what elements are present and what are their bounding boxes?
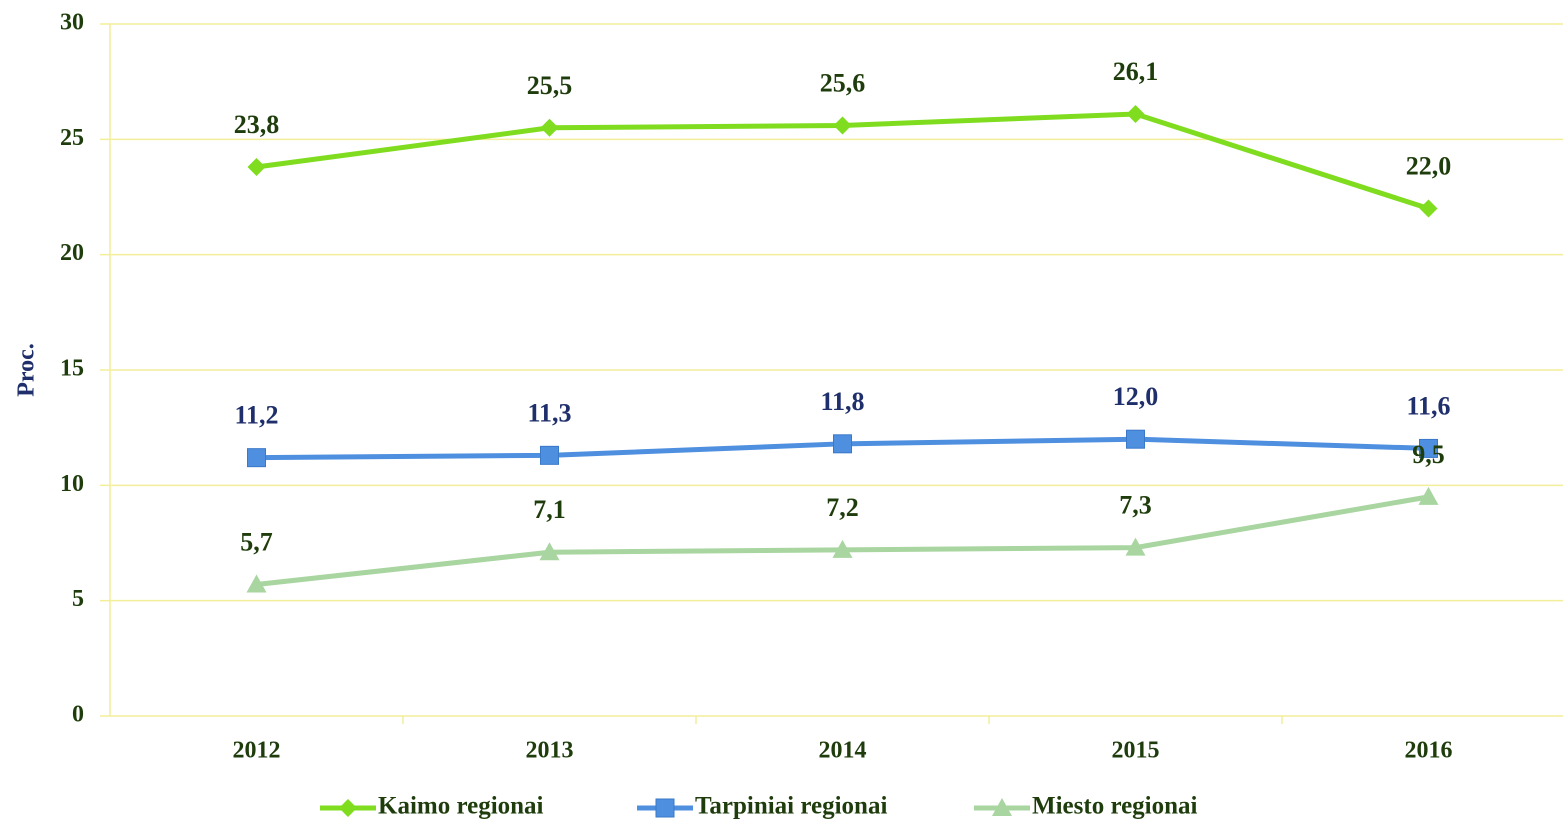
data-label: 11,2	[234, 401, 278, 430]
y-tick-label: 0	[72, 702, 84, 728]
marker	[1126, 104, 1145, 123]
data-label: 9,5	[1412, 440, 1445, 469]
marker	[833, 116, 852, 135]
legend-label: Tarpiniai regionai	[695, 793, 887, 820]
data-label: 11,6	[1406, 391, 1450, 420]
x-tick-label: 2012	[233, 738, 281, 764]
marker	[246, 574, 267, 593]
data-label: 25,6	[820, 68, 866, 97]
marker	[539, 542, 560, 561]
data-label: 25,5	[527, 71, 573, 100]
marker	[1126, 429, 1145, 449]
x-tick-label: 2016	[1405, 738, 1453, 764]
y-tick-label: 20	[60, 240, 84, 266]
data-label: 12,0	[1113, 382, 1159, 411]
y-tick-label: 15	[60, 356, 84, 382]
y-tick-label: 25	[60, 125, 84, 151]
marker	[1419, 438, 1438, 458]
data-label: 7,1	[533, 495, 566, 524]
data-label: 11,8	[820, 387, 864, 416]
marker	[247, 158, 266, 177]
marker	[655, 798, 675, 818]
data-label: 23,8	[234, 110, 280, 139]
y-axis-label: Proc.	[14, 343, 40, 397]
marker	[1125, 537, 1146, 556]
y-tick-label: 10	[60, 471, 84, 497]
marker	[833, 434, 852, 454]
legend-label: Kaimo regionai	[378, 793, 544, 820]
marker	[1418, 486, 1439, 505]
x-tick-label: 2013	[526, 738, 574, 764]
marker	[992, 798, 1012, 816]
marker	[339, 799, 357, 817]
marker	[247, 448, 266, 468]
data-label: 7,2	[826, 493, 859, 522]
x-tick-label: 2015	[1112, 738, 1160, 764]
legend-label: Miesto regionai	[1032, 793, 1198, 820]
y-tick-label: 5	[72, 586, 84, 612]
data-label: 7,3	[1119, 491, 1152, 520]
marker	[832, 539, 853, 558]
y-tick-label: 30	[60, 10, 84, 36]
x-tick-label: 2014	[819, 738, 867, 764]
marker	[540, 118, 559, 137]
data-label: 5,7	[240, 527, 273, 556]
marker	[1419, 199, 1438, 218]
marker	[540, 445, 559, 465]
data-label: 22,0	[1406, 152, 1452, 181]
data-label: 26,1	[1113, 57, 1159, 86]
data-label: 11,3	[527, 398, 571, 427]
